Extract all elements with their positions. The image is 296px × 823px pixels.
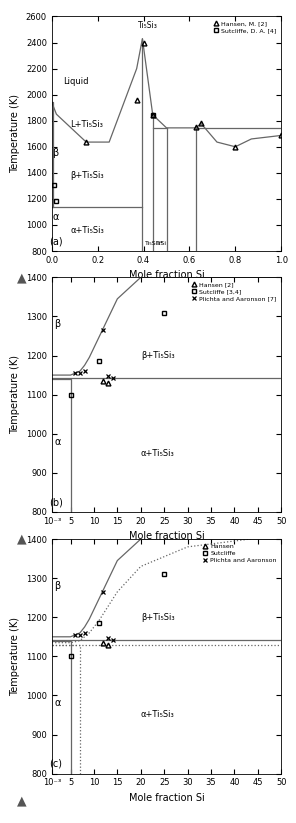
Line: Hansen [2]: Hansen [2]	[101, 379, 110, 385]
Hansen [2]	[102, 376, 105, 386]
Y-axis label: Temperature (K): Temperature (K)	[10, 356, 20, 434]
X-axis label: Mole fraction Si: Mole fraction Si	[129, 793, 204, 803]
Plichta and Aaronson [7]	[73, 368, 77, 378]
Plichta and Aaronson [7]	[83, 366, 86, 376]
Line: Plichta and Aaronson: Plichta and Aaronson	[73, 589, 115, 642]
Sutcliffe	[97, 618, 100, 628]
Text: α: α	[54, 436, 60, 447]
Plichta and Aaronson [7]	[106, 371, 110, 381]
Hansen, M. [2]	[199, 119, 203, 128]
Text: β+Ti₅Si₃: β+Ti₅Si₃	[141, 613, 174, 621]
Text: (b): (b)	[49, 497, 63, 507]
Sutcliffe	[163, 570, 166, 579]
Hansen, M. [2]	[142, 38, 145, 48]
Text: β: β	[54, 581, 60, 591]
Text: α+Ti₅Si₃: α+Ti₅Si₃	[141, 710, 175, 719]
Text: TiSi: TiSi	[156, 240, 167, 246]
Line: Plichta and Aaronson [7]: Plichta and Aaronson [7]	[73, 328, 115, 380]
Text: Liquid: Liquid	[63, 77, 89, 86]
Hansen	[106, 639, 110, 649]
Text: α+Ti₅Si₃: α+Ti₅Si₃	[141, 449, 175, 458]
Text: (c): (c)	[49, 759, 62, 769]
Hansen, M. [2]	[234, 142, 237, 151]
Text: Ti₅Si₃*: Ti₅Si₃*	[145, 240, 164, 246]
Legend: Hansen [2], Sutcliffe [3,4], Plichta and Aaronson [7]: Hansen [2], Sutcliffe [3,4], Plichta and…	[189, 281, 278, 303]
Sutcliffe [3,4]	[97, 356, 100, 366]
Text: L+Ti₅Si₃: L+Ti₅Si₃	[70, 120, 103, 129]
Text: ▲: ▲	[17, 794, 27, 807]
Text: β+Ti₅Si₃: β+Ti₅Si₃	[70, 171, 104, 180]
Sutcliffe	[69, 652, 72, 662]
Plichta and Aaronson [7]	[102, 325, 105, 335]
Line: Sutcliffe [3,4]: Sutcliffe [3,4]	[68, 310, 167, 397]
Y-axis label: Temperature (K): Temperature (K)	[10, 95, 20, 173]
Text: α+Ti₅Si₃: α+Ti₅Si₃	[70, 226, 104, 235]
Hansen, M. [2]	[84, 137, 88, 147]
Text: ▲: ▲	[17, 532, 27, 546]
Plichta and Aaronson	[78, 630, 82, 639]
Legend: Hansen, M. [2], Sutcliffe, D. A. [4]: Hansen, M. [2], Sutcliffe, D. A. [4]	[211, 20, 278, 35]
Plichta and Aaronson	[106, 633, 110, 643]
Sutcliffe [3,4]	[69, 390, 72, 400]
Plichta and Aaronson	[111, 635, 115, 644]
X-axis label: Mole fraction Si: Mole fraction Si	[129, 532, 204, 542]
Hansen [2]	[106, 378, 110, 388]
Text: β: β	[52, 148, 59, 158]
Plichta and Aaronson [7]	[111, 373, 115, 383]
Legend: Hansen, Sutcliffe, Plichta and Aaronson: Hansen, Sutcliffe, Plichta and Aaronson	[200, 542, 278, 565]
Hansen, M. [2]	[151, 110, 155, 120]
Text: α: α	[52, 212, 59, 222]
Sutcliffe, D. A. [4]	[54, 196, 58, 206]
Sutcliffe [3,4]	[163, 308, 166, 318]
Sutcliffe, D. A. [4]	[52, 179, 56, 189]
Text: (a): (a)	[49, 236, 63, 246]
Text: ▲: ▲	[17, 272, 27, 285]
Plichta and Aaronson	[83, 628, 86, 638]
Plichta and Aaronson	[102, 587, 105, 597]
Text: β: β	[54, 319, 60, 329]
Line: Sutcliffe: Sutcliffe	[68, 572, 167, 658]
Text: α: α	[54, 698, 60, 709]
Hansen, M. [2]	[135, 95, 139, 105]
Hansen, M. [2]	[194, 123, 198, 133]
Hansen, M. [2]	[279, 131, 283, 141]
Hansen	[102, 638, 105, 648]
Plichta and Aaronson [7]	[78, 368, 82, 378]
X-axis label: Mole fraction Si: Mole fraction Si	[129, 271, 204, 281]
Y-axis label: Temperature (K): Temperature (K)	[10, 617, 20, 695]
Plichta and Aaronson	[73, 630, 77, 639]
Text: β+Ti₅Si₃: β+Ti₅Si₃	[141, 351, 174, 360]
Text: Ti₅Si₃: Ti₅Si₃	[138, 21, 158, 30]
Line: Hansen, M. [2]: Hansen, M. [2]	[84, 40, 284, 149]
Sutcliffe, D. A. [4]	[151, 110, 155, 120]
Line: Sutcliffe, D. A. [4]: Sutcliffe, D. A. [4]	[52, 113, 155, 203]
Line: Hansen: Hansen	[101, 640, 110, 647]
